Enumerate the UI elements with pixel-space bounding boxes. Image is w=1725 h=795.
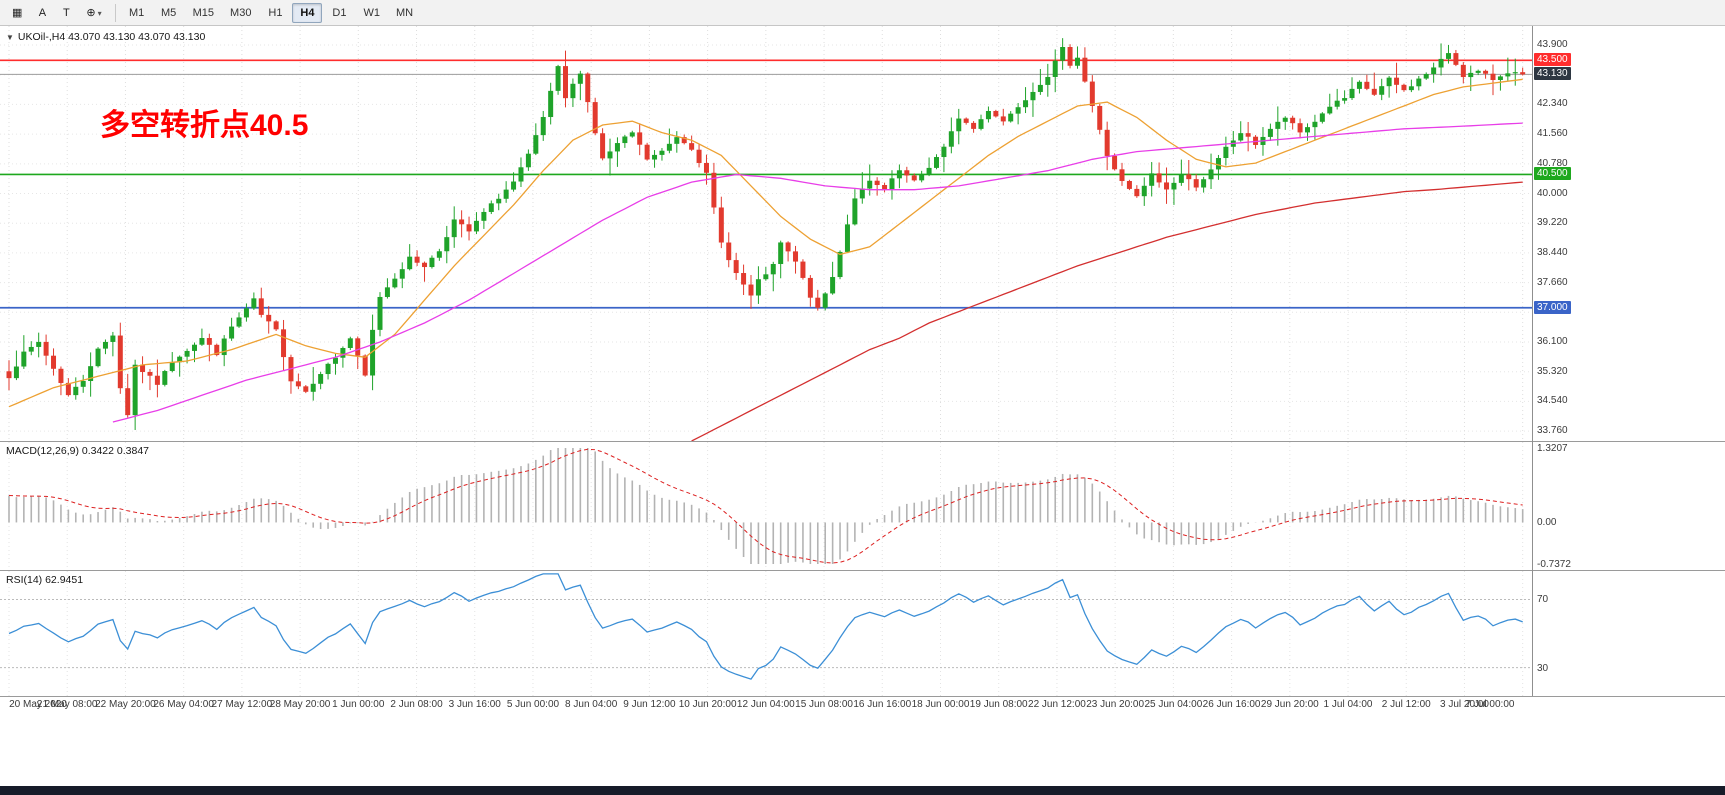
ma-slow-red[interactable]: [691, 181, 1523, 441]
price-tick: 41.560: [1537, 128, 1568, 140]
time-label: 3 Jul 20:00: [1439, 699, 1489, 710]
time-label: 12 Jun 04:00: [736, 699, 795, 710]
price-badge-40.500: 40.500: [1534, 167, 1571, 181]
time-label: 16 Jun 16:00: [853, 699, 912, 710]
time-label: 2 Jul 12:00: [1381, 699, 1431, 710]
price-badge-43.130: 43.130: [1534, 67, 1571, 81]
crosshair-tool-button[interactable]: ⊕ ▾: [79, 3, 108, 23]
time-label: 21 May 08:00: [36, 699, 98, 710]
toolbar-separator: [114, 3, 116, 22]
price-tick: 42.340: [1537, 98, 1568, 110]
macd-scale-label: 1.3207: [1537, 443, 1568, 454]
timeframe-m15[interactable]: M15: [186, 3, 221, 23]
macd-label: MACD(12,26,9) 0.3422 0.3847: [6, 445, 150, 457]
timeframe-h1[interactable]: H1: [260, 3, 290, 23]
time-label: 20 May 2020: [9, 699, 67, 710]
time-label: 8 Jun 04:00: [565, 699, 618, 710]
grid: [0, 26, 1532, 441]
chart-properties-button[interactable]: ▦: [5, 3, 29, 23]
text-tool-button[interactable]: T: [55, 3, 77, 23]
time-label: 19 Jun 08:00: [969, 699, 1028, 710]
symbol-ohlc-label: UKOil-,H4 43.070 43.130 43.070 43.130: [17, 31, 206, 43]
time-label: 9 Jun 12:00: [623, 699, 676, 710]
time-label: 7 Jul 00:00: [1465, 699, 1515, 710]
price-scale-separator[interactable]: [1532, 26, 1533, 696]
price-tick: 34.540: [1537, 395, 1568, 407]
time-axis[interactable]: 20 May 2020 21 May 08:00 22 May 20:00 26 Ma…: [0, 699, 1725, 715]
macd-scale-label: 0.00: [1537, 517, 1557, 529]
timeframe-m5[interactable]: M5: [154, 3, 184, 23]
price-tick: 36.100: [1537, 336, 1568, 347]
chevron-down-icon: ▾: [97, 9, 102, 18]
ma-mid-magenta[interactable]: [112, 122, 1523, 423]
chart-menu-icon[interactable]: ▼: [6, 33, 14, 42]
time-label: 5 Jun 00:00: [506, 699, 560, 710]
time-label: 1 Jun 00:00: [332, 699, 385, 710]
rsi-scale-label: 70: [1537, 594, 1549, 606]
time-label: 3 Jun 16:00: [448, 699, 501, 710]
timeframe-m30[interactable]: M30: [223, 3, 258, 23]
macd-panel-canvas[interactable]: [0, 442, 1725, 570]
chart-annotation: 多空转折点40.5: [100, 109, 309, 142]
rsi-panel-canvas[interactable]: [0, 571, 1725, 696]
taskbar-strip: [0, 786, 1725, 795]
price-tick: 40.780: [1537, 157, 1568, 169]
rsi-scale-label: 30: [1537, 662, 1549, 674]
rsi-label: RSI(14) 62.9451: [6, 574, 84, 586]
time-label: 2 Jun 08:00: [390, 699, 443, 710]
time-label: 15 Jun 08:00: [795, 699, 853, 710]
time-label: 18 Jun 00:00: [911, 699, 970, 710]
panel-separator[interactable]: [0, 570, 1725, 571]
time-label: 1 Jul 04:00: [1323, 699, 1373, 710]
panel-separator[interactable]: [0, 441, 1725, 442]
price-tick: 39.220: [1537, 217, 1568, 229]
time-label: 26 May 04:00: [153, 699, 214, 710]
price-badge-37.000: 37.000: [1534, 300, 1571, 314]
price-tick: 37.660: [1537, 276, 1568, 288]
macd-scale-label: -0.7372: [1537, 559, 1571, 570]
time-label: 22 Jun 12:00: [1028, 699, 1086, 710]
price-tick: 33.760: [1537, 425, 1568, 437]
time-axis-line: [0, 696, 1725, 697]
time-label: 10 Jun 20:00: [678, 699, 737, 710]
price-tick: 38.440: [1537, 246, 1568, 258]
arrow-tool-button[interactable]: A: [31, 3, 53, 23]
timeframe-mn[interactable]: MN: [389, 3, 420, 23]
rsi-line: [8, 573, 1523, 680]
timeframe-group: M1 M5 M15 M30 H1 H4 D1 W1 MN: [121, 2, 421, 23]
toolbar: ▦ A T ⊕ ▾ M1 M5 M15 M30 H1 H4 D1 W1 MN: [0, 0, 1725, 26]
main-chart-canvas[interactable]: [0, 26, 1725, 441]
time-label: 22 May 20:00: [95, 699, 156, 710]
price-tick: 35.320: [1537, 365, 1568, 377]
rsi-grid: [8, 571, 1524, 696]
timeframe-h4[interactable]: H4: [292, 2, 323, 23]
candlestick-series: [6, 38, 1526, 430]
time-label: 29 Jun 20:00: [1260, 699, 1319, 710]
time-label: 25 Jun 04:00: [1144, 699, 1203, 710]
time-label: 28 May 20:00: [269, 699, 331, 710]
timeframe-d1[interactable]: D1: [324, 3, 354, 23]
chart-header: ▼ UKOil-,H4 43.070 43.130 43.070 43.130: [6, 31, 205, 43]
crosshair-icon: ⊕: [86, 7, 96, 19]
macd-histogram: [8, 448, 1524, 564]
timeframe-m1[interactable]: M1: [122, 3, 152, 23]
price-tick: 40.000: [1537, 187, 1568, 199]
price-tick: 43.900: [1537, 39, 1568, 51]
macd-signal-line: [8, 448, 1523, 564]
timeframe-w1[interactable]: W1: [356, 3, 387, 23]
macd-grid: [8, 442, 1524, 570]
time-label: 27 May 12:00: [211, 699, 273, 710]
time-label: 23 Jun 20:00: [1086, 699, 1145, 710]
time-label: 26 Jun 16:00: [1202, 699, 1261, 710]
price-badge-43.500: 43.500: [1534, 53, 1571, 67]
ma-fast-orange[interactable]: [8, 78, 1523, 408]
